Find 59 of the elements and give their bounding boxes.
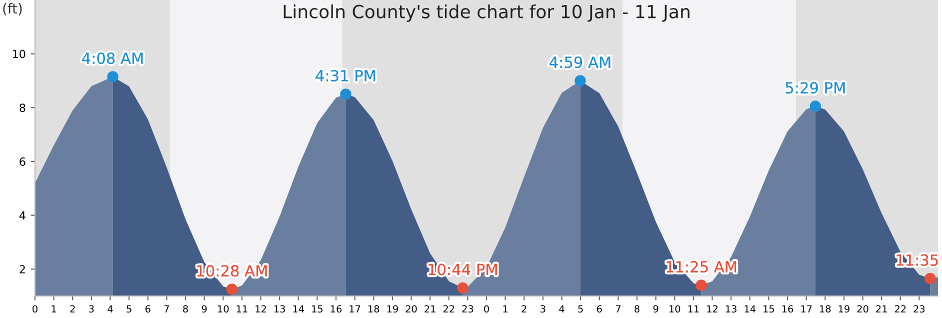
x-tick-label: 20	[857, 305, 868, 313]
x-tick-label: 18	[368, 305, 380, 313]
x-tick-label: 23	[914, 305, 925, 313]
x-tick-label: 1	[52, 305, 56, 312]
x-tick-label: 19	[838, 305, 850, 313]
x-tick-label: 23	[462, 305, 474, 313]
y-tick-label: 6	[20, 157, 26, 166]
x-tick-label: 7	[616, 305, 620, 312]
x-tick-label: 4	[559, 305, 564, 312]
x-tick-label: 11	[688, 305, 699, 312]
x-tick-label: 20	[406, 305, 417, 313]
x-tick-label: 21	[424, 305, 436, 312]
y-tick-label: 10	[13, 50, 26, 58]
x-tick-label: 7	[164, 305, 169, 312]
x-tick-label: 17	[801, 305, 812, 312]
x-tick-label: 13	[726, 305, 736, 313]
y-tick-label: 4	[19, 211, 26, 220]
chart-title: Lincoln County's tide chart for 10 Jan - 11 Jan	[284, 4, 690, 22]
x-tick-label: 16	[782, 305, 794, 313]
x-tick-label: 14	[744, 305, 756, 312]
x-tick-label: 22	[443, 305, 454, 312]
x-tick-label: 0	[484, 305, 489, 313]
x-tick-label: 5	[126, 305, 132, 313]
x-tick-label: 22	[894, 305, 906, 312]
annotation: 4:08 AM	[82, 52, 143, 64]
x-tick-label: 0	[32, 305, 38, 313]
x-tick-label: 9	[202, 305, 207, 313]
x-tick-label: 6	[145, 305, 150, 313]
x-tick-label: 9	[653, 305, 658, 313]
x-tick-label: 6	[596, 305, 602, 313]
y-axis-title: (ft)	[3, 3, 22, 16]
x-tick-label: 3	[89, 305, 94, 313]
x-tick-label: 5	[578, 305, 583, 313]
annotation: 4:59 AM	[550, 56, 610, 68]
x-tick-label: 18	[820, 305, 831, 313]
x-tick-label: 1	[503, 305, 508, 312]
x-tick-label: 8	[634, 305, 640, 313]
x-tick-label: 11	[236, 305, 248, 312]
x-tick-label: 16	[330, 305, 342, 313]
x-tick-label: 17	[350, 305, 360, 312]
y-tick-label: 2	[20, 265, 25, 274]
x-tick-label: 12	[707, 305, 718, 312]
x-tick-label: 14	[293, 305, 304, 312]
x-tick-label: 15	[312, 305, 323, 313]
x-tick-label: 2	[522, 305, 526, 312]
x-tick-label: 21	[876, 305, 887, 312]
x-tick-label: 3	[540, 305, 546, 313]
annotation: 5:29 PM	[786, 82, 845, 94]
x-tick-label: 2	[70, 305, 75, 312]
x-tick-label: 10	[218, 305, 229, 313]
annotation: 4:31 PM	[316, 70, 376, 82]
x-tick-label: 8	[183, 305, 188, 313]
x-tick-label: 15	[764, 305, 774, 313]
x-tick-label: 13	[274, 305, 285, 313]
x-tick-label: 19	[387, 305, 398, 313]
x-tick-label: 10	[670, 305, 680, 313]
y-tick-label: 8	[20, 104, 26, 112]
x-tick-label: 4	[108, 305, 113, 312]
x-tick-label: 12	[256, 305, 266, 312]
